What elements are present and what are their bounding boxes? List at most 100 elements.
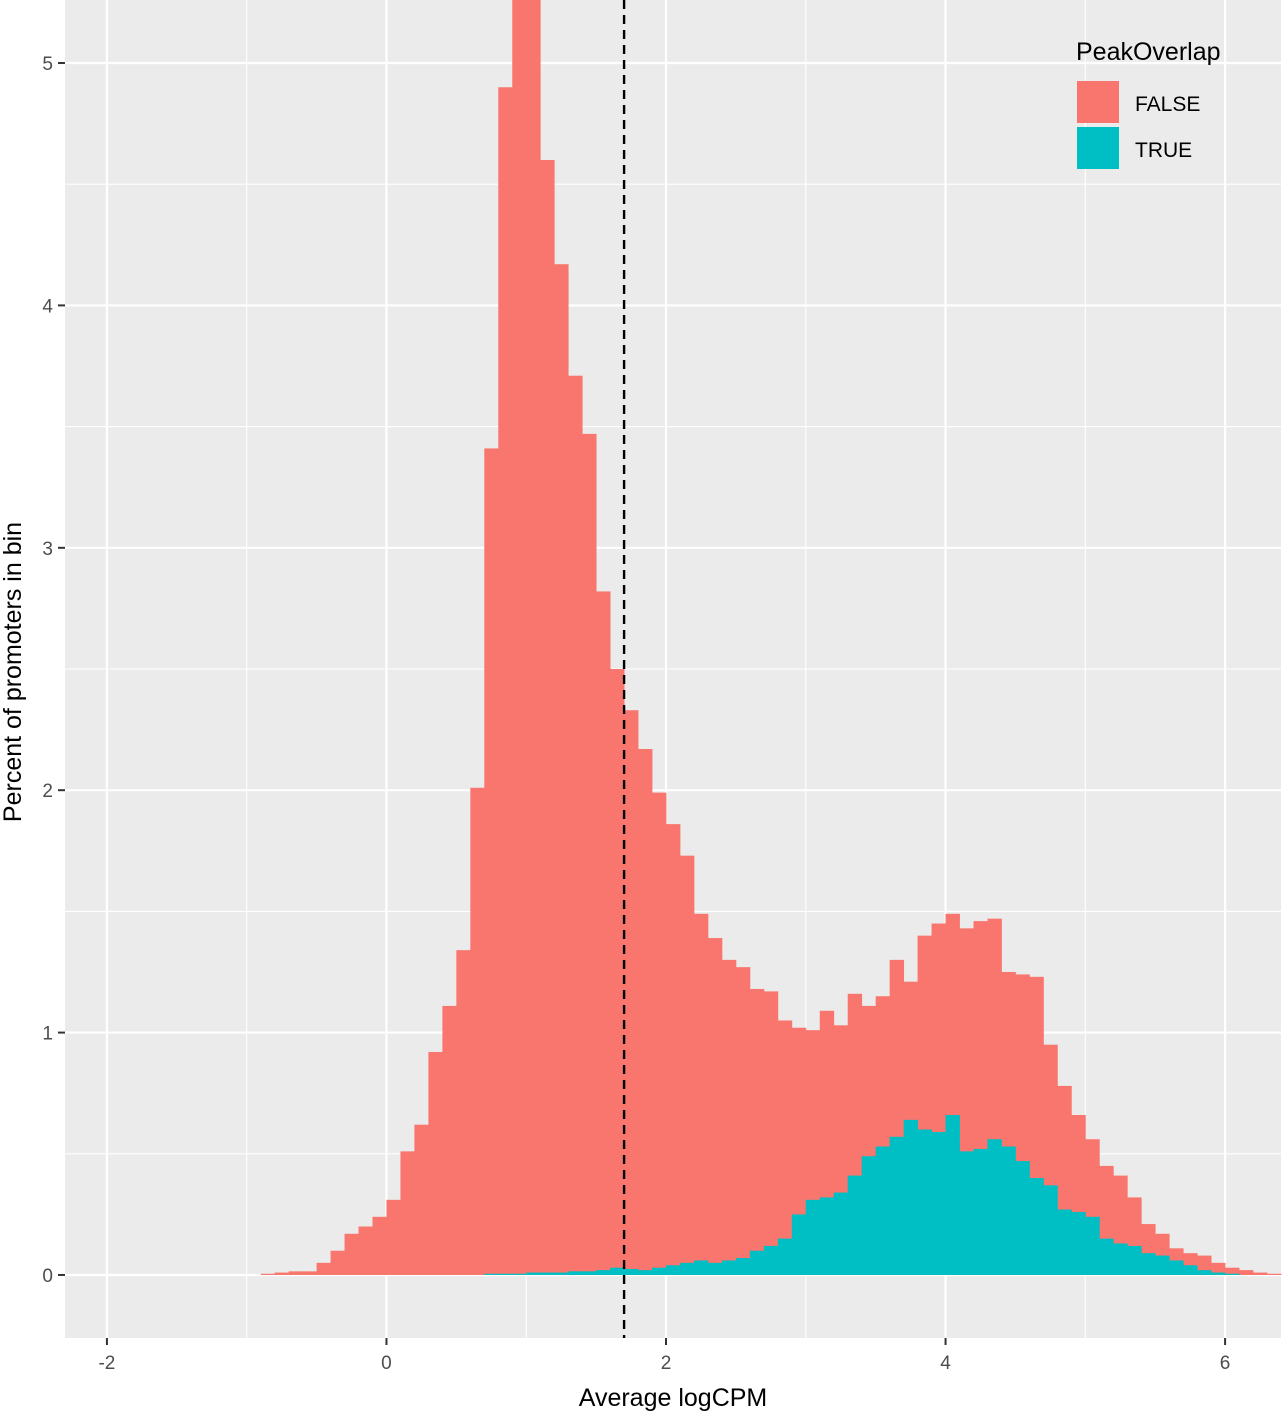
bar-true (1141, 1253, 1156, 1275)
bar-true (931, 1131, 946, 1275)
bar-true (1071, 1211, 1086, 1275)
bar-false (763, 991, 779, 1275)
y-tick-label: 3 (42, 539, 53, 560)
bar-false (372, 1216, 387, 1275)
bar-false (693, 913, 709, 1275)
bar-true (721, 1260, 737, 1275)
legend-label-false: FALSE (1135, 93, 1200, 116)
x-tick-label: 6 (1220, 1353, 1231, 1374)
y-axis-ticks: 0 1 2 3 4 5 (42, 54, 65, 1287)
bar-true (1197, 1270, 1212, 1275)
bar-false (274, 1272, 290, 1275)
bar-false (526, 0, 541, 1275)
bar-false (288, 1271, 304, 1275)
bar-false (316, 1262, 331, 1275)
x-tick-label: 4 (940, 1353, 951, 1374)
bar-true (498, 1273, 513, 1275)
bar-false (707, 938, 723, 1275)
bar-false (721, 959, 737, 1275)
bar-false (610, 669, 625, 1275)
bar-true (652, 1267, 667, 1275)
bar-true (1127, 1245, 1142, 1275)
bar-false (414, 1124, 429, 1275)
bar-true (638, 1270, 653, 1275)
bar-false (638, 748, 653, 1275)
bar-true (777, 1238, 793, 1275)
bar-true (512, 1273, 527, 1275)
bar-true (484, 1273, 499, 1275)
bar-false (568, 375, 583, 1275)
legend: PeakOverlap FALSE TRUE (1076, 38, 1221, 169)
bar-true (1225, 1273, 1240, 1275)
bar-true (707, 1262, 723, 1275)
bar-true (805, 1199, 821, 1275)
bar-false (386, 1199, 401, 1275)
bar-false (428, 1051, 443, 1275)
y-axis-title: Percent of promoters in bin (0, 522, 27, 822)
bar-true (763, 1245, 779, 1275)
bar-false (554, 264, 569, 1275)
x-axis-title: Average logCPM (579, 1384, 768, 1412)
x-axis-ticks: -2 0 2 4 6 (98, 1338, 1230, 1374)
y-tick-label: 5 (42, 54, 53, 75)
y-tick-label: 2 (42, 781, 53, 802)
bar-true (1155, 1255, 1170, 1275)
bar-true (945, 1115, 960, 1275)
bar-true (903, 1119, 918, 1275)
bar-false (512, 0, 527, 1275)
bar-true (679, 1262, 695, 1275)
legend-key-false (1077, 81, 1119, 123)
bar-false (484, 448, 499, 1275)
bar-true (1085, 1216, 1100, 1275)
legend-title: PeakOverlap (1076, 38, 1221, 66)
bar-true (875, 1146, 891, 1275)
bar-false (344, 1233, 359, 1275)
bar-true (1015, 1161, 1030, 1275)
bar-true (596, 1270, 611, 1275)
bar-true (959, 1151, 974, 1275)
bar-true (735, 1258, 751, 1275)
bar-true (582, 1271, 597, 1275)
bar-false (456, 950, 471, 1275)
bar-true (847, 1175, 863, 1275)
bar-true (1057, 1209, 1072, 1275)
bar-false (777, 1020, 793, 1275)
bar-false (1197, 1255, 1212, 1275)
y-tick-label: 1 (42, 1024, 53, 1045)
bar-true (791, 1214, 807, 1275)
bar-true (819, 1197, 835, 1275)
bar-true (1001, 1146, 1016, 1275)
bar-true (624, 1268, 639, 1275)
x-tick-label: -2 (98, 1353, 115, 1374)
legend-key-true (1077, 127, 1119, 169)
bar-true (610, 1267, 625, 1275)
y-tick-label: 4 (42, 296, 53, 317)
x-tick-label: 2 (661, 1353, 672, 1374)
bar-false (1253, 1272, 1268, 1275)
bar-true (973, 1148, 988, 1275)
bar-true (666, 1265, 681, 1275)
series-true-bars (484, 1115, 1240, 1275)
bar-true (1043, 1185, 1058, 1275)
bar-true (1099, 1238, 1114, 1275)
bar-true (1169, 1260, 1184, 1275)
bar-true (1029, 1178, 1044, 1275)
bar-false (330, 1250, 345, 1275)
bar-true (1183, 1265, 1198, 1275)
bar-false (540, 159, 555, 1275)
bar-true (987, 1139, 1002, 1275)
bar-true (540, 1272, 555, 1275)
bar-true (1211, 1272, 1226, 1275)
bar-false (442, 1005, 457, 1275)
bar-false (358, 1226, 373, 1275)
bar-false (666, 824, 681, 1275)
bar-true (917, 1129, 932, 1275)
bar-false (624, 710, 639, 1275)
bar-false (652, 792, 667, 1275)
bar-false (1267, 1273, 1282, 1275)
bar-false (260, 1273, 276, 1275)
bar-false (582, 433, 597, 1275)
legend-label-true: TRUE (1135, 139, 1192, 162)
bar-true (833, 1192, 849, 1275)
bar-true (554, 1272, 569, 1275)
